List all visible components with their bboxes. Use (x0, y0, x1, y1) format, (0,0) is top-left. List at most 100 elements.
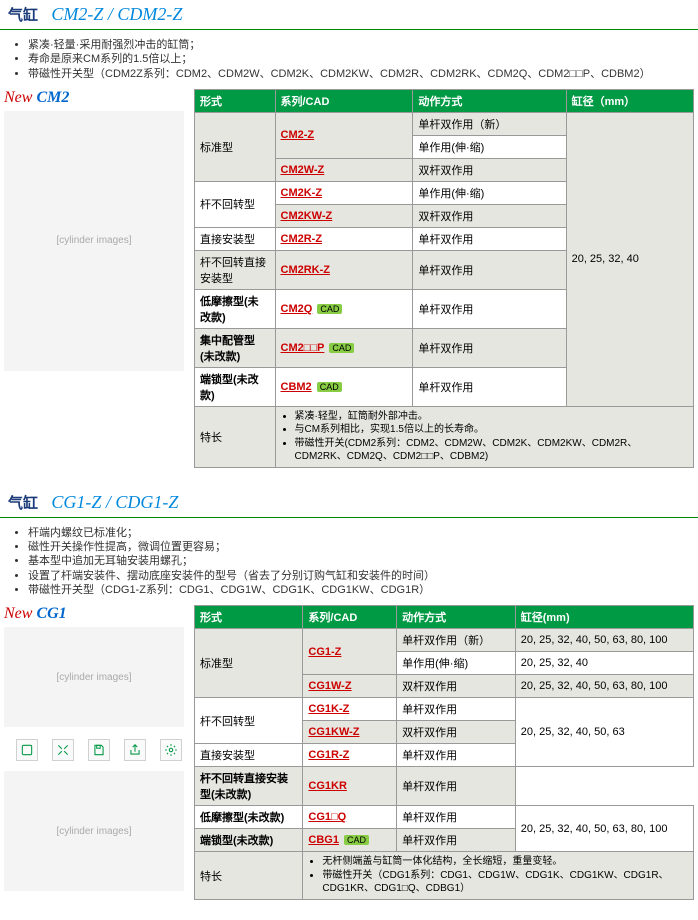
action-cell: 单杆双作用 (397, 744, 516, 767)
series-cell: CM2Q CAD (275, 289, 413, 328)
series-cell: CG1□Q (303, 806, 397, 829)
action-cell: 双杆双作用 (397, 675, 516, 698)
bullet-item: 磁性开关操作性提高，微调位置更容易； (28, 540, 698, 554)
form-cell: 标准型 (195, 112, 276, 181)
bore-cell: 20, 25, 32, 40, 50, 63 (515, 698, 693, 767)
col-header: 系列/CAD (303, 606, 397, 629)
table-row: 低摩擦型(未改款)CG1□Q单杆双作用20, 25, 32, 40, 50, 6… (195, 806, 694, 829)
series-link[interactable]: CM2K-Z (281, 187, 323, 199)
series-link[interactable]: CM2□□P (281, 342, 325, 354)
model-text: CM2 (36, 89, 69, 106)
series-link[interactable]: CG1W-Z (308, 680, 351, 692)
action-cell: 双杆双作用 (413, 204, 566, 227)
form-cell: 低摩擦型(未改款) (195, 806, 303, 829)
bullet-list: 杆端内螺纹已标准化；磁性开关操作性提高，微调位置更容易；基本型中追加无耳轴安装用… (28, 526, 698, 597)
series-cell: CG1R-Z (303, 744, 397, 767)
series-cell: CG1K-Z (303, 698, 397, 721)
form-cell: 端锁型(未改款) (195, 367, 276, 406)
series-link[interactable]: CM2Q (281, 303, 313, 315)
save-icon[interactable] (88, 739, 110, 761)
spec-table: 形式系列/CAD动作方式缸径(mm)标准型CG1-Z单杆双作用（新）20, 25… (194, 605, 694, 900)
title-kanji: 气缸 (8, 7, 38, 24)
series-link[interactable]: CM2-Z (281, 129, 315, 141)
series-link[interactable]: CG1KW-Z (308, 726, 359, 738)
bore-cell: 20, 25, 32, 40, 50, 63, 80, 100 (515, 629, 693, 652)
bore-cell: 20, 25, 32, 40 (566, 112, 693, 406)
action-cell: 单杆双作用 (413, 250, 566, 289)
form-cell: 杆不回转型 (195, 698, 303, 744)
series-link[interactable]: CM2KW-Z (281, 210, 333, 222)
bullet-item: 基本型中追加无耳轴安装用螺孔； (28, 554, 698, 568)
new-label: New CG1 (4, 605, 194, 623)
series-cell: CG1KR (303, 767, 397, 806)
feature-row: 特长紧凑·轻型，缸筒耐外部冲击。与CM系列相比，实现1.5倍以上的长寿命。带磁性… (195, 406, 694, 467)
series-cell: CM2R-Z (275, 227, 413, 250)
series-cell: CBM2 CAD (275, 367, 413, 406)
form-cell: 直接安装型 (195, 227, 276, 250)
content-row: New CM2 [cylinder images] 形式系列/CAD动作方式缸径… (0, 89, 698, 468)
feature-cell: 无杆侧端盖与缸筒一体化结构，全长缩短，重量变轻。带磁性开关（CDG1系列：CDG… (303, 852, 694, 900)
image-column: New CM2 [cylinder images] (4, 89, 194, 371)
col-header: 动作方式 (413, 89, 566, 112)
share-icon[interactable] (124, 739, 146, 761)
form-cell: 低摩擦型(未改款) (195, 289, 276, 328)
series-cell: CM2K-Z (275, 181, 413, 204)
gear-icon[interactable] (160, 739, 182, 761)
action-cell: 单杆双作用（新） (413, 112, 566, 135)
bullet-item: 带磁性开关型（CDG1-Z系列：CDG1、CDG1W、CDG1K、CDG1KW、… (28, 583, 698, 597)
series-link[interactable]: CG1□Q (308, 811, 346, 823)
form-cell: 直接安装型 (195, 744, 303, 767)
table-row: 杆不回转直接安装型(未改款)CG1KR单杆双作用 (195, 767, 694, 806)
cad-badge: CAD (329, 343, 354, 353)
form-cell: 杆不回转型 (195, 181, 276, 227)
expand-icon[interactable] (52, 739, 74, 761)
series-link[interactable]: CM2R-Z (281, 233, 323, 245)
image-column: New CG1 [cylinder images] [cylinder imag… (4, 605, 194, 891)
cad-badge: CAD (344, 835, 369, 845)
action-cell: 单杆双作用 (413, 367, 566, 406)
title-kanji: 气缸 (8, 495, 38, 512)
col-header: 形式 (195, 89, 276, 112)
bullet-list: 紧凑·轻量·采用耐强烈冲击的缸筒；寿命是原来CM系列的1.5倍以上；带磁性开关型… (28, 38, 698, 81)
series-link[interactable]: CM2RK-Z (281, 264, 331, 276)
zoom-icon[interactable] (16, 739, 38, 761)
feature-cell: 紧凑·轻型，缸筒耐外部冲击。与CM系列相比，实现1.5倍以上的长寿命。带磁性开关… (275, 406, 694, 467)
series-link[interactable]: CBG1 (308, 834, 339, 846)
title-model: CG1-Z / CDG1-Z (51, 492, 178, 512)
form-cell: 杆不回转直接安装型 (195, 250, 276, 289)
table-column: 形式系列/CAD动作方式缸径(mm)标准型CG1-Z单杆双作用（新）20, 25… (194, 605, 694, 900)
series-link[interactable]: CBM2 (281, 381, 312, 393)
cad-badge: CAD (317, 304, 342, 314)
col-header: 形式 (195, 606, 303, 629)
col-header: 动作方式 (397, 606, 516, 629)
series-cell: CG1KW-Z (303, 721, 397, 744)
action-cell: 单杆双作用 (413, 227, 566, 250)
new-text: New (4, 89, 32, 106)
cylinder-image: [cylinder images] (4, 111, 184, 371)
action-cell: 单作用(伸·缩) (413, 181, 566, 204)
feature-item: 紧凑·轻型，缸筒耐外部冲击。 (295, 410, 689, 424)
feature-item: 与CM系列相比，实现1.5倍以上的长寿命。 (295, 423, 689, 437)
bore-cell: 20, 25, 32, 40 (515, 652, 693, 675)
series-link[interactable]: CG1K-Z (308, 703, 349, 715)
feature-item: 带磁性开关（CDG1系列：CDG1、CDG1W、CDG1K、CDG1KW、CDG… (322, 869, 688, 896)
series-cell: CM2-Z (275, 112, 413, 158)
feature-item: 带磁性开关(CDM2系列：CDM2、CDM2W、CDM2K、CDM2KW、CDM… (295, 437, 689, 464)
cylinder-image: [cylinder images] (4, 771, 184, 891)
series-link[interactable]: CG1R-Z (308, 749, 349, 761)
series-link[interactable]: CG1KR (308, 780, 347, 792)
title-model: CM2-Z / CDM2-Z (51, 4, 182, 24)
series-link[interactable]: CG1-Z (308, 646, 341, 658)
table-row: 标准型CM2-Z单杆双作用（新）20, 25, 32, 40 (195, 112, 694, 135)
action-cell: 单杆双作用 (413, 289, 566, 328)
content-row: New CG1 [cylinder images] [cylinder imag… (0, 605, 698, 900)
action-cell: 双杆双作用 (397, 721, 516, 744)
table-row: 标准型CG1-Z单杆双作用（新）20, 25, 32, 40, 50, 63, … (195, 629, 694, 652)
feature-label: 特长 (195, 852, 303, 900)
bullet-item: 寿命是原来CM系列的1.5倍以上； (28, 52, 698, 66)
feature-label: 特长 (195, 406, 276, 467)
series-link[interactable]: CM2W-Z (281, 164, 325, 176)
feature-item: 无杆侧端盖与缸筒一体化结构，全长缩短，重量变轻。 (322, 855, 688, 869)
title-row: 气缸 CM2-Z / CDM2-Z (0, 0, 698, 30)
action-cell: 单杆双作用 (397, 698, 516, 721)
